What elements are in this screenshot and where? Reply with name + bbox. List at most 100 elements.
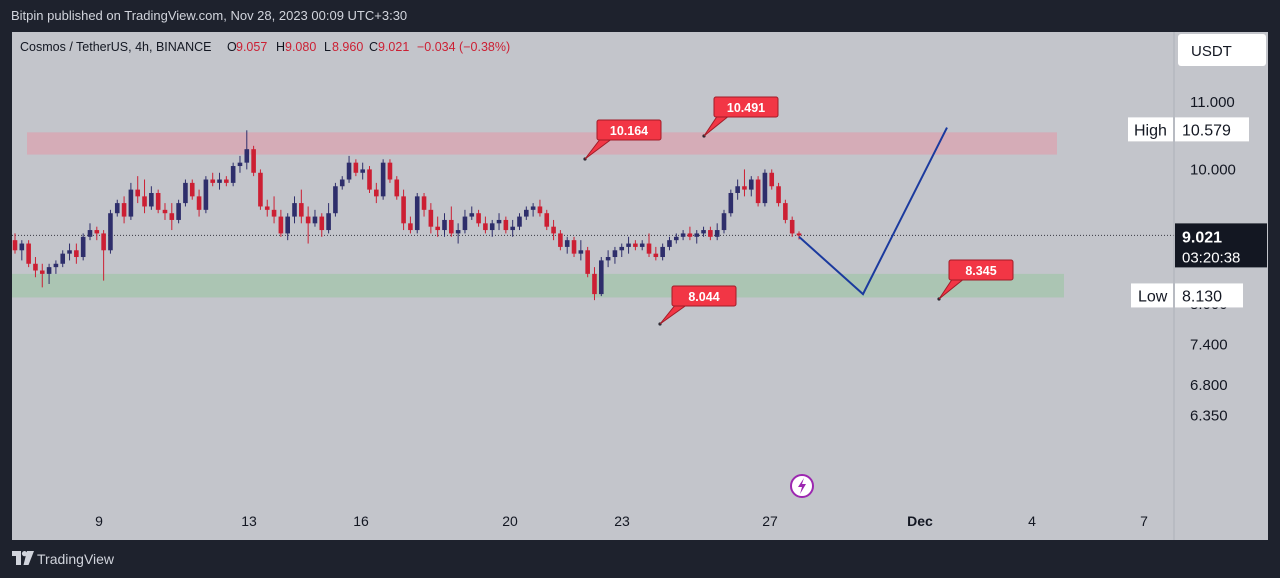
time-axis[interactable] xyxy=(12,504,1174,540)
candle-body xyxy=(748,179,754,190)
candle xyxy=(353,159,359,177)
candle xyxy=(87,223,93,241)
candle xyxy=(783,199,788,224)
candle xyxy=(394,176,400,200)
candle xyxy=(183,179,188,207)
high-label-box xyxy=(1128,117,1173,142)
price-callout: 10.491 xyxy=(702,96,779,138)
candle xyxy=(571,236,577,258)
candle-body xyxy=(224,179,229,183)
candle-body xyxy=(776,186,781,204)
candle xyxy=(789,216,795,237)
low-value-box xyxy=(1175,283,1243,308)
candle xyxy=(285,213,290,241)
tradingview-brand[interactable]: TradingView xyxy=(37,551,115,567)
candle xyxy=(496,213,502,231)
low-value: 8.130 xyxy=(1182,288,1222,305)
candle-body xyxy=(510,226,515,231)
candle xyxy=(489,219,495,237)
candle-body xyxy=(755,179,761,204)
candle xyxy=(401,189,406,231)
candle xyxy=(128,182,134,220)
candle-body xyxy=(469,213,475,217)
legend-high-value: 9.080 xyxy=(285,40,316,54)
candle-body xyxy=(128,189,134,217)
resistance-zone xyxy=(27,132,1057,155)
candle-body xyxy=(571,240,577,254)
candle xyxy=(292,196,297,224)
candle-body xyxy=(53,263,59,268)
flash-button[interactable] xyxy=(790,474,814,498)
candle-body xyxy=(558,233,563,247)
price-callout: 8.345 xyxy=(937,259,1014,301)
candle-body xyxy=(483,223,488,231)
candle-body xyxy=(189,182,195,197)
candle xyxy=(687,226,693,241)
candle-body xyxy=(230,166,236,183)
candle xyxy=(312,209,318,227)
candle xyxy=(639,240,645,251)
candle xyxy=(162,203,168,220)
candle xyxy=(326,203,331,234)
candle xyxy=(428,203,434,234)
callout-label: 10.491 xyxy=(727,101,765,115)
tradingview-logo-icon[interactable] xyxy=(12,551,34,565)
candle-body xyxy=(708,230,713,237)
candle-body xyxy=(135,189,141,197)
y-tick-label: 10.000 xyxy=(1190,161,1236,178)
candle-body xyxy=(367,169,372,190)
candle xyxy=(360,162,365,180)
chart-pane[interactable]: 10.164 10.491 8.044 8.345 9 13 16 20 23 27 Dec 4 7 … xyxy=(12,32,1268,540)
candle xyxy=(680,230,686,241)
candle-body xyxy=(442,219,447,231)
candle-body xyxy=(196,196,202,210)
x-tick-label: 16 xyxy=(353,513,369,529)
candle xyxy=(176,199,181,224)
candle-body xyxy=(551,226,556,234)
candle-body xyxy=(19,243,25,251)
candle xyxy=(728,189,734,217)
candle xyxy=(742,169,747,197)
price-callout: 8.044 xyxy=(658,285,737,326)
legend-low-value: 8.960 xyxy=(332,40,363,54)
y-tick-label: 11.000 xyxy=(1190,94,1235,111)
currency-label: USDT xyxy=(1191,43,1232,60)
candle-body xyxy=(237,162,243,167)
candle xyxy=(414,192,420,234)
candle-body xyxy=(476,213,481,224)
candle-body xyxy=(142,196,147,207)
candle-body xyxy=(762,172,768,204)
candle-body xyxy=(149,192,154,207)
candle-body xyxy=(503,219,509,231)
candle xyxy=(510,219,515,237)
candle xyxy=(455,223,461,244)
callout-label: 8.345 xyxy=(965,264,996,278)
currency-button[interactable]: USDT xyxy=(1178,34,1266,66)
candle-body xyxy=(244,149,250,163)
candle-body xyxy=(46,267,52,274)
candle xyxy=(701,226,706,237)
candle xyxy=(217,172,222,190)
candle-body xyxy=(401,196,406,224)
y-tick-label: 6.800 xyxy=(1190,377,1228,394)
y-tick-label: 6.350 xyxy=(1190,407,1228,424)
candle xyxy=(769,169,775,190)
publish-bar: Bitpin published on TradingView.com, Nov… xyxy=(0,0,1280,32)
candle-body xyxy=(653,253,659,258)
candle xyxy=(558,230,563,251)
candle-body xyxy=(183,182,188,204)
candle-body xyxy=(360,169,365,173)
candle-body xyxy=(278,216,284,234)
legend-high-label: H xyxy=(276,40,285,54)
legend-symbol: Cosmos / TetherUS, 4h, BINANCE xyxy=(20,40,212,54)
candle-body xyxy=(680,233,686,237)
candle xyxy=(408,216,413,234)
candle-body xyxy=(312,216,318,224)
last-price-badge: 9.021 03:20:38 xyxy=(1175,223,1267,268)
candle xyxy=(564,236,570,254)
candle-body xyxy=(346,162,352,180)
candle-body xyxy=(701,230,706,234)
x-tick-label: 4 xyxy=(1028,513,1036,529)
callout-box xyxy=(596,119,662,141)
